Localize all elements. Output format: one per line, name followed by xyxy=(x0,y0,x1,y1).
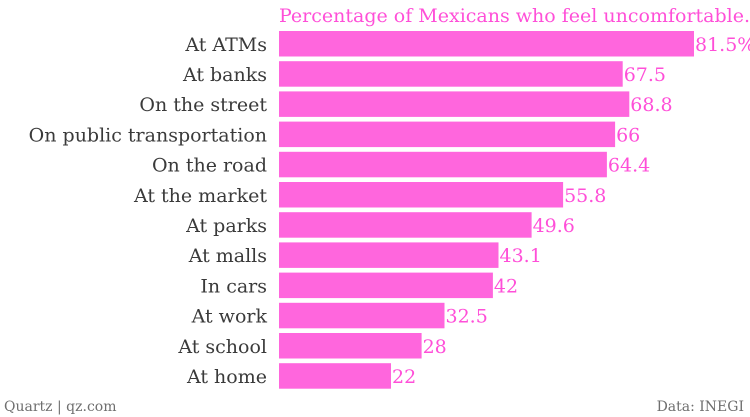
bar xyxy=(279,272,493,299)
value-label: 66 xyxy=(616,124,640,146)
bar xyxy=(279,363,391,389)
category-label: At school xyxy=(177,336,267,358)
category-label: At the market xyxy=(133,185,267,207)
value-label: 32.5 xyxy=(446,306,488,328)
bar xyxy=(279,61,623,87)
bar xyxy=(279,91,630,117)
value-label: 68.8 xyxy=(630,94,672,116)
value-label: 81.5% xyxy=(695,34,750,56)
category-label: At home xyxy=(186,366,267,388)
bar xyxy=(279,151,607,178)
category-label: On the road xyxy=(152,155,267,177)
category-label: At parks xyxy=(185,215,267,237)
category-label: At work xyxy=(191,306,268,328)
bar xyxy=(279,302,445,329)
value-label: 55.8 xyxy=(564,185,606,207)
chart-title: Percentage of Mexicans who feel uncomfor… xyxy=(279,5,750,27)
category-label: On the street xyxy=(139,94,267,116)
value-label: 42 xyxy=(494,275,518,297)
value-label: 49.6 xyxy=(533,215,575,237)
value-label: 67.5 xyxy=(624,64,666,86)
bar xyxy=(279,31,694,57)
bar xyxy=(279,182,564,208)
bar xyxy=(279,212,532,238)
bar xyxy=(279,333,422,359)
category-label: On public transportation xyxy=(29,124,267,146)
value-label: 22 xyxy=(392,366,416,388)
value-label: 64.4 xyxy=(608,155,650,177)
category-label: In cars xyxy=(200,275,267,297)
category-label: At ATMs xyxy=(184,34,267,56)
bars-group: At ATMs 81.5% At banks 67.5 On the street 68.… xyxy=(29,31,750,389)
footer-source-right: Data: INEGI xyxy=(657,399,744,415)
category-label: At banks xyxy=(182,64,267,86)
bar xyxy=(279,121,616,148)
bar xyxy=(279,242,499,268)
value-label: 43.1 xyxy=(500,245,542,267)
footer-source-left: Quartz | qz.com xyxy=(4,399,117,415)
category-label: At malls xyxy=(188,245,267,267)
value-label: 28 xyxy=(423,336,447,358)
